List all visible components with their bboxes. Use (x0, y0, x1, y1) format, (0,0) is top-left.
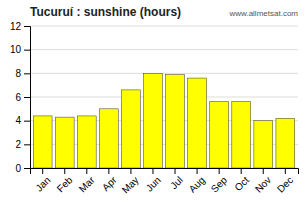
grid-line (30, 49, 298, 50)
bar (166, 75, 185, 168)
x-tick-label: Apr (100, 174, 119, 193)
x-tick: Jun (144, 168, 163, 194)
x-tick-label: Nov (253, 174, 273, 194)
y-tick: 8 (15, 68, 30, 79)
x-tick-label: Mar (77, 174, 97, 194)
y-tick-mark (24, 168, 30, 169)
y-tick-label: 8 (15, 68, 21, 79)
x-tick: Oct (232, 168, 251, 193)
bar (144, 73, 163, 168)
grid-line (30, 73, 298, 74)
y-tick-label: 10 (10, 44, 22, 55)
chart-container: 0 2 4 6 8 10 12 JanFebMarAprMayJun JulAugSepOctN… (0, 0, 306, 200)
y-tick-mark (24, 26, 30, 27)
grid (30, 26, 298, 168)
x-tick-mark (64, 168, 65, 174)
x-tick-mark (175, 168, 176, 174)
bar (33, 116, 52, 168)
grid-line (30, 97, 298, 98)
bars (33, 73, 294, 168)
bar (232, 102, 251, 168)
y-tick-mark (24, 97, 30, 98)
bar (55, 117, 74, 168)
x-tick-label: Jun (144, 174, 163, 193)
y-tick-label: 4 (15, 115, 21, 126)
y-tick-label: 12 (10, 21, 22, 32)
bar (210, 102, 229, 168)
x-axis: JanFebMarAprMayJun JulAugSepOctNovDec (31, 168, 299, 196)
x-tick-mark (108, 168, 109, 174)
y-tick: 4 (15, 115, 30, 126)
x-tick-mark (152, 168, 153, 174)
chart-svg: 0 2 4 6 8 10 12 JanFebMarAprMayJun JulAugSepOctN… (0, 0, 306, 200)
x-axis-line (31, 169, 299, 175)
x-tick: Apr (100, 168, 119, 193)
x-tick-label: May (120, 174, 141, 195)
x-tick-mark (263, 168, 264, 174)
y-tick-mark (24, 144, 30, 145)
y-tick: 6 (15, 92, 30, 103)
x-tick-label: Feb (55, 174, 75, 194)
x-tick: Mar (77, 168, 97, 194)
x-tick: Jul (168, 168, 185, 191)
x-tick-label: Dec (275, 174, 295, 194)
y-tick: 10 (10, 44, 30, 55)
title: Tucuruí : sunshine (hours) (30, 5, 181, 19)
y-tick-label: 2 (15, 139, 21, 150)
bar (188, 78, 207, 168)
x-tick-label: Oct (232, 174, 251, 193)
y-tick: 12 (10, 21, 30, 32)
x-tick-mark (219, 168, 220, 174)
x-tick-mark (241, 168, 242, 174)
x-tick-label: Sep (209, 174, 230, 195)
y-tick-label: 0 (15, 163, 21, 174)
y-tick-mark (24, 50, 30, 51)
grid-line (30, 26, 298, 27)
x-tick: Feb (55, 168, 75, 194)
y-tick-label: 6 (15, 92, 21, 103)
bar (122, 90, 141, 168)
x-tick: Dec (275, 168, 295, 195)
y-tick-mark (24, 73, 30, 74)
bar (99, 109, 118, 168)
plot-area: 0 2 4 6 8 10 12 JanFebMarAprMayJun JulAugSepOctN… (10, 21, 299, 196)
y-axis-line (24, 27, 31, 169)
y-tick: 2 (15, 139, 30, 150)
x-tick-mark (197, 168, 198, 174)
x-tick-label: Aug (187, 174, 207, 194)
x-tick-label: Jul (168, 174, 185, 191)
y-axis: 0 2 4 6 8 10 12 (10, 21, 31, 174)
x-tick: May (120, 168, 141, 196)
bar (276, 118, 295, 168)
x-tick: Aug (187, 168, 207, 195)
bar (77, 116, 96, 168)
x-tick-mark (285, 168, 286, 174)
x-tick: Sep (209, 168, 230, 195)
y-tick-mark (24, 121, 30, 122)
bar (254, 121, 273, 168)
x-tick-mark (86, 168, 87, 174)
x-tick-mark (130, 168, 131, 174)
x-tick-label: Jan (33, 174, 52, 193)
x-tick: Jan (33, 168, 52, 194)
x-tick-mark (42, 168, 43, 174)
x-tick: Nov (253, 168, 273, 195)
y-tick: 0 (15, 163, 30, 174)
annotation: www.allmetsat.com (229, 9, 299, 18)
